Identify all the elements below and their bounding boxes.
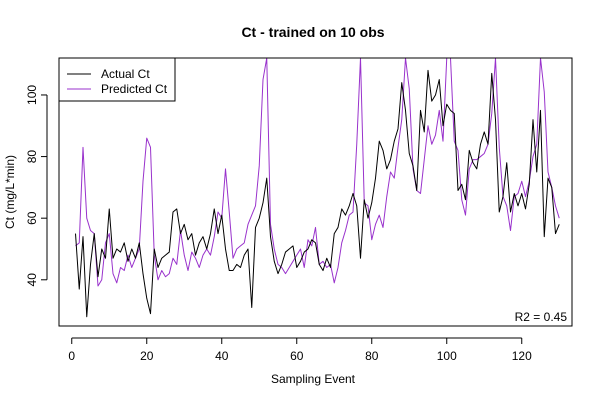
plot-area	[58, 57, 573, 327]
x-axis: 0 20 40 60 80 100 120	[68, 337, 532, 363]
legend-box	[58, 57, 176, 102]
legend-label-actual: Actual Ct	[101, 67, 150, 81]
x-tick-label: 80	[365, 349, 379, 363]
legend-label-predicted: Predicted Ct	[101, 82, 168, 96]
x-tick-label: 40	[215, 349, 229, 363]
legend: Actual Ct Predicted Ct	[58, 57, 176, 102]
x-tick-label: 20	[140, 349, 154, 363]
x-axis-label: Sampling Event	[271, 372, 356, 386]
y-axis: 40 60 80 100	[25, 85, 48, 287]
x-tick-label: 60	[290, 349, 304, 363]
y-tick-label: 80	[25, 150, 39, 164]
y-tick-label: 60	[25, 211, 39, 225]
series-line-actual	[75, 69, 560, 318]
y-tick-label: 40	[25, 273, 39, 287]
y-tick-label: 100	[25, 85, 39, 105]
chart-title: Ct - trained on 10 obs	[241, 24, 384, 40]
x-tick-label: 100	[437, 349, 457, 363]
x-tick-label: 120	[512, 349, 532, 363]
y-axis-label: Ct (mg/L*min)	[3, 155, 17, 229]
x-tick-label: 0	[68, 349, 75, 363]
series-layer	[75, 58, 560, 318]
plot-frame	[58, 57, 573, 327]
r2-annotation: R2 = 0.45	[515, 310, 568, 324]
